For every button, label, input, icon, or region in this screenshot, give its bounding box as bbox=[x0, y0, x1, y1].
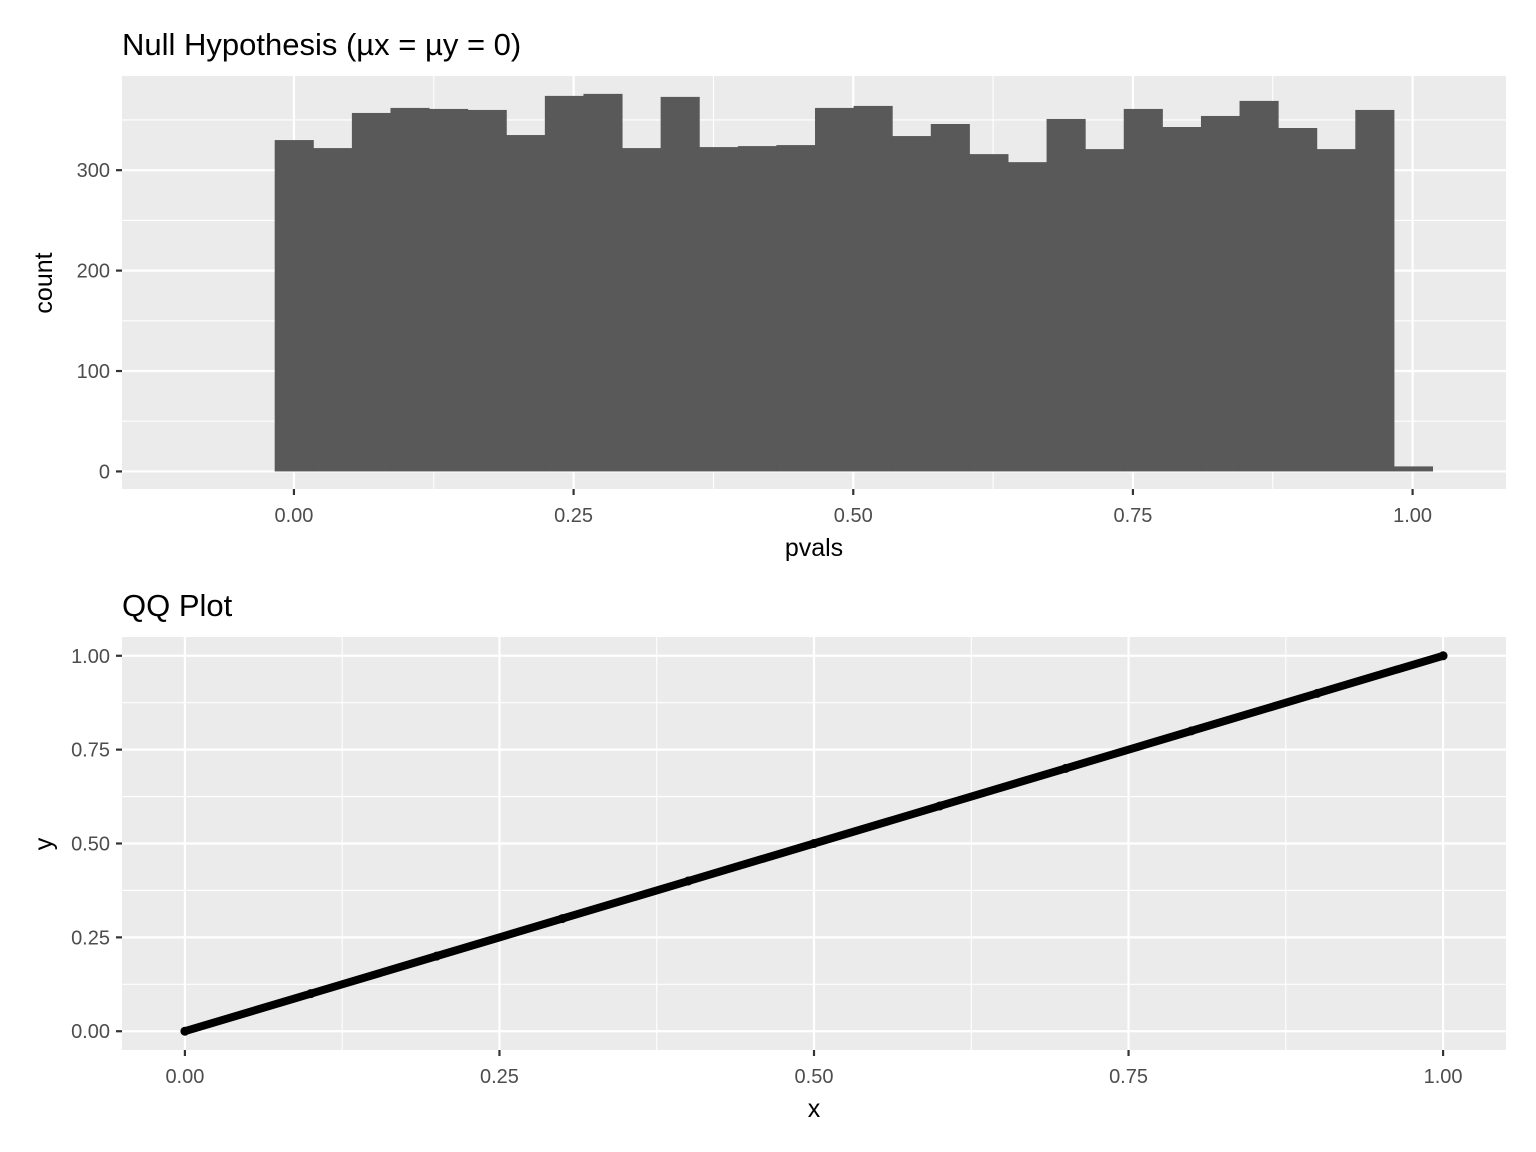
qq-panel: QQ Plot 0.00 0.25 0.50 0.75 1.00 0.00 0.25 0.50… bbox=[30, 588, 1506, 1123]
qq-x-tick-label: 1.00 bbox=[1424, 1066, 1463, 1088]
histogram-bar bbox=[660, 96, 700, 472]
histogram-y-tick-label: 300 bbox=[77, 160, 110, 182]
qq-point bbox=[557, 914, 567, 924]
histogram-bar bbox=[274, 140, 314, 472]
qq-point bbox=[1061, 763, 1071, 773]
qq-point bbox=[1186, 726, 1196, 736]
histogram-x-tick-label: 0.25 bbox=[554, 505, 593, 527]
histogram-bar bbox=[815, 107, 855, 472]
histogram-bar bbox=[1393, 466, 1434, 472]
histogram-title: Null Hypothesis (µx = µy = 0) bbox=[122, 27, 521, 62]
qq-title: QQ Plot bbox=[122, 588, 233, 623]
histogram-bar bbox=[429, 108, 469, 472]
qq-point bbox=[432, 951, 442, 961]
qq-points bbox=[180, 651, 1448, 1036]
histogram-panel: Null Hypothesis (µx = µy = 0) 0.00 0.25 0.… bbox=[30, 27, 1506, 562]
qq-x-tick-label: 0.75 bbox=[1109, 1066, 1148, 1088]
histogram-x-axis-title: pvals bbox=[785, 534, 843, 562]
histogram-x-tick-label: 0.75 bbox=[1113, 505, 1152, 527]
histogram-bar bbox=[1007, 162, 1048, 472]
qq-x-axis-title: x bbox=[808, 1095, 821, 1123]
histogram-y-tick-label: 100 bbox=[77, 361, 110, 383]
histogram-bar bbox=[776, 145, 816, 472]
histogram-bar bbox=[351, 112, 391, 472]
qq-point bbox=[306, 989, 316, 999]
histogram-bars bbox=[274, 93, 1434, 472]
qq-point bbox=[935, 801, 945, 811]
histogram-y-tick-label: 200 bbox=[77, 261, 110, 283]
qq-point bbox=[180, 1026, 190, 1036]
qq-point bbox=[1438, 651, 1448, 661]
qq-x-tick-label: 0.25 bbox=[480, 1066, 519, 1088]
histogram-y-axis-title: count bbox=[30, 252, 58, 313]
histogram-bar bbox=[313, 148, 353, 472]
qq-y-tick-label: 0.75 bbox=[71, 740, 110, 762]
histogram-bar bbox=[853, 105, 893, 472]
qq-y-tick-label: 0.00 bbox=[71, 1021, 110, 1043]
histogram-bar bbox=[1355, 109, 1395, 472]
qq-point bbox=[809, 839, 819, 848]
qq-x-tick-label: 0.50 bbox=[795, 1066, 834, 1088]
qq-y-axis-title: y bbox=[30, 837, 58, 850]
histogram-bar bbox=[969, 154, 1009, 472]
histogram-bar bbox=[544, 95, 584, 472]
histogram-bar bbox=[1046, 118, 1086, 472]
histogram-bar bbox=[737, 146, 777, 472]
qq-point bbox=[683, 876, 693, 886]
qq-axes: 0.00 0.25 0.50 0.75 1.00 0.00 0.25 0.50 0.75 1.00 bbox=[71, 646, 1462, 1088]
qq-point bbox=[1312, 688, 1322, 698]
qq-y-tick-label: 0.25 bbox=[71, 927, 110, 949]
qq-x-tick-label: 0.00 bbox=[165, 1066, 204, 1088]
histogram-bar bbox=[622, 148, 662, 472]
histogram-bar bbox=[390, 107, 430, 472]
histogram-bar bbox=[467, 109, 507, 472]
histogram-bar bbox=[892, 136, 932, 472]
qq-y-tick-label: 0.50 bbox=[71, 834, 110, 856]
histogram-bar bbox=[1123, 108, 1163, 472]
histogram-x-tick-label: 1.00 bbox=[1393, 505, 1432, 527]
histogram-axes: 0.00 0.25 0.50 0.75 1.00 0 100 200 300 bbox=[77, 160, 1432, 527]
histogram-bar bbox=[506, 135, 546, 472]
histogram-bar bbox=[699, 147, 739, 472]
histogram-x-tick-label: 0.00 bbox=[274, 505, 313, 527]
histogram-bar bbox=[1200, 115, 1241, 472]
histogram-bar bbox=[1316, 149, 1356, 472]
histogram-x-tick-label: 0.50 bbox=[834, 505, 873, 527]
histogram-bar bbox=[1278, 128, 1318, 472]
histogram-y-tick-label: 0 bbox=[99, 461, 110, 483]
histogram-bar bbox=[930, 123, 970, 472]
histogram-bar bbox=[583, 93, 623, 472]
qq-y-tick-label: 1.00 bbox=[71, 646, 110, 668]
histogram-bar bbox=[1239, 100, 1279, 472]
histogram-bar bbox=[1085, 149, 1125, 472]
histogram-bar bbox=[1162, 127, 1202, 472]
